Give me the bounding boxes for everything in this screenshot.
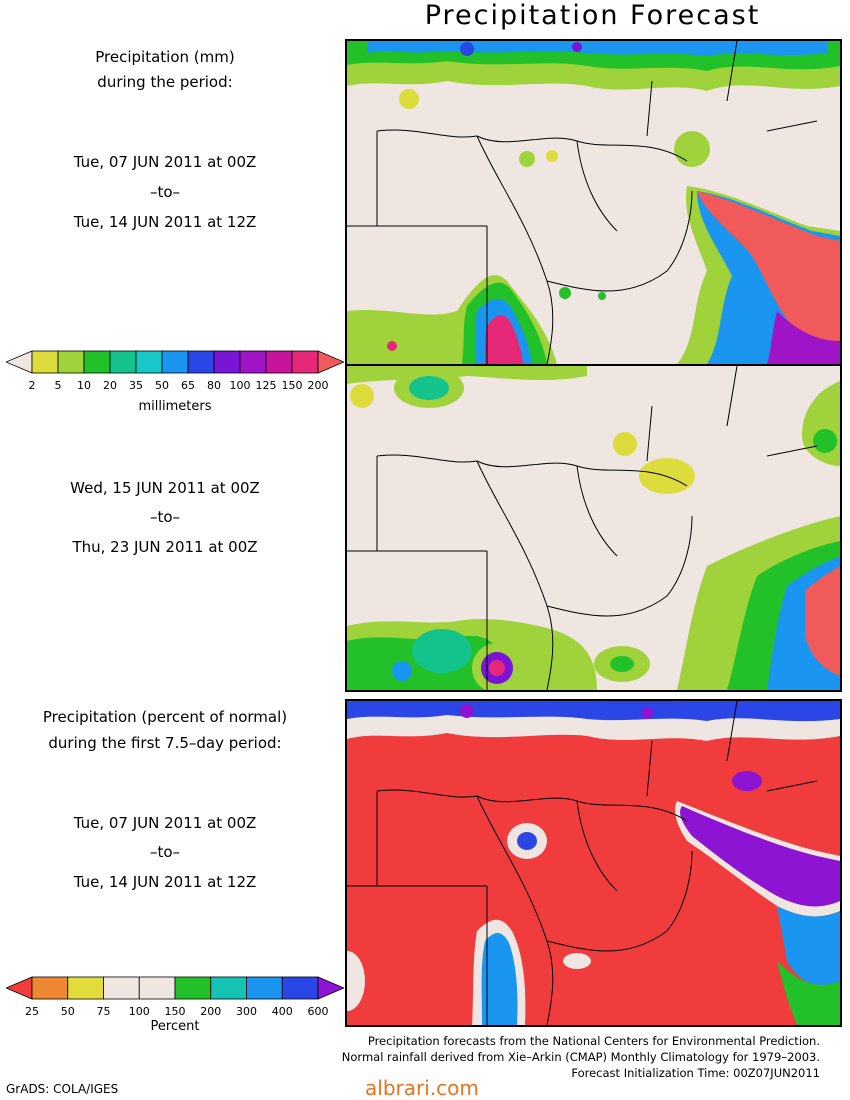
colorbar-mm: 2 5 10 20 35 50 65 80 100 125 150 200 millimeters bbox=[4, 349, 346, 414]
colorbar-percent-tick-label: 50 bbox=[60, 1005, 75, 1018]
colorbar-mm-unit: millimeters bbox=[138, 399, 212, 414]
colorbar-mm-swatch bbox=[109, 350, 137, 374]
colorbar-mm-swatch bbox=[291, 350, 319, 374]
colorbar-percent-swatch bbox=[31, 976, 69, 1000]
panel3-heading-line1: Precipitation (percent of normal) bbox=[42, 708, 288, 726]
colorbar-percent-left-arrow bbox=[4, 976, 33, 1000]
colorbar-mm-tick-label: 125 bbox=[255, 379, 277, 392]
colorbar-mm-tick-label: 20 bbox=[103, 379, 117, 392]
colorbar-percent-tick-label: 600 bbox=[307, 1005, 329, 1018]
colorbar-percent-tick-label: 150 bbox=[164, 1005, 186, 1018]
map-panel-forecast-week1 bbox=[345, 39, 842, 366]
colorbar-percent-swatch bbox=[281, 976, 319, 1000]
colorbar-mm-swatch bbox=[31, 350, 59, 374]
grads-credit: GrADS: COLA/IGES bbox=[6, 1082, 119, 1096]
colorbar-mm-swatches bbox=[4, 350, 346, 374]
colorbar-percent-tick-label: 100 bbox=[128, 1005, 150, 1018]
panel1-heading-line2: during the period: bbox=[97, 73, 233, 91]
footer-line3: Forecast Initialization Time: 00Z07JUN20… bbox=[571, 1066, 820, 1080]
colorbar-mm-tick-label: 2 bbox=[28, 379, 36, 392]
panel1-start-date: Tue, 07 JUN 2011 at 00Z bbox=[73, 153, 257, 171]
country-borders bbox=[347, 366, 818, 690]
colorbar-mm-tick-label: 80 bbox=[207, 379, 221, 392]
footer-line2: Normal rainfall derived from Xie–Arkin (… bbox=[341, 1050, 820, 1064]
country-borders bbox=[347, 701, 818, 1025]
colorbar-mm-swatch bbox=[135, 350, 163, 374]
panel2-to-label: –to– bbox=[149, 508, 181, 526]
colorbar-percent-swatch bbox=[210, 976, 247, 1000]
colorbar-percent-swatch bbox=[67, 976, 104, 1000]
colorbar-mm-swatch bbox=[239, 350, 267, 374]
precip-map-week2 bbox=[347, 366, 840, 690]
colorbar-percent-tick-label: 200 bbox=[200, 1005, 222, 1018]
colorbar-mm-tick-label: 200 bbox=[307, 379, 329, 392]
country-borders bbox=[347, 41, 818, 364]
colorbar-mm-tick-label: 5 bbox=[54, 379, 62, 392]
colorbar-percent-tick-label: 25 bbox=[25, 1005, 39, 1018]
panel2-end-date: Thu, 23 JUN 2011 at 00Z bbox=[72, 538, 258, 556]
panel1-heading-line1: Precipitation (mm) bbox=[95, 48, 235, 66]
map-panel-percent-normal bbox=[345, 699, 842, 1027]
precip-map-week1 bbox=[347, 41, 840, 364]
colorbar-mm-tick-label: 150 bbox=[281, 379, 303, 392]
colorbar-mm-tick-label: 100 bbox=[229, 379, 251, 392]
colorbar-mm-left-arrow bbox=[4, 350, 33, 374]
colorbar-mm-tick-label: 35 bbox=[129, 379, 143, 392]
colorbar-percent-tick-label: 300 bbox=[236, 1005, 257, 1018]
colorbar-percent-swatch bbox=[138, 976, 176, 1000]
precip-shading bbox=[347, 366, 840, 690]
colorbar-percent-unit: Percent bbox=[150, 1019, 200, 1034]
page-title: Precipitation Forecast bbox=[424, 0, 761, 31]
colorbar-mm-swatch bbox=[213, 350, 241, 374]
colorbar-mm-swatch bbox=[83, 350, 111, 374]
colorbar-mm-swatch bbox=[57, 350, 85, 374]
panel3-heading-line2: during the first 7.5–day period: bbox=[48, 734, 282, 752]
map-panel-forecast-week2 bbox=[345, 364, 842, 692]
footer-notes: Precipitation forecasts from the Nationa… bbox=[342, 1033, 820, 1081]
panel3-to-label: –to– bbox=[149, 843, 181, 861]
colorbar-mm-swatch bbox=[161, 350, 189, 374]
colorbar-mm-swatch bbox=[187, 350, 215, 374]
colorbar-percent-swatch bbox=[103, 976, 140, 1000]
colorbar-percent-tick-label: 75 bbox=[96, 1005, 111, 1018]
colorbar-mm-tick-label: 65 bbox=[181, 379, 195, 392]
panel3-start-date: Tue, 07 JUN 2011 at 00Z bbox=[73, 814, 257, 832]
colorbar-percent-swatches bbox=[4, 976, 346, 1000]
colorbar-percent: 25 50 75 100 150 200 300 400 600 Percent bbox=[4, 975, 346, 1034]
colorbar-percent-swatch bbox=[246, 976, 283, 1000]
colorbar-mm-tick-label: 10 bbox=[77, 379, 91, 392]
panel2-start-date: Wed, 15 JUN 2011 at 00Z bbox=[70, 479, 260, 497]
precip-shading bbox=[347, 41, 840, 364]
panel1-end-date: Tue, 14 JUN 2011 at 12Z bbox=[73, 213, 257, 231]
panel1-to-label: –to– bbox=[149, 183, 181, 201]
precip-shading bbox=[347, 701, 840, 1025]
colorbar-mm-tick-label: 50 bbox=[155, 379, 169, 392]
footer-line1: Precipitation forecasts from the Nationa… bbox=[367, 1034, 820, 1048]
percent-normal-map bbox=[347, 701, 840, 1025]
colorbar-mm-right-arrow bbox=[317, 350, 346, 374]
colorbar-percent-right-arrow bbox=[317, 976, 346, 1000]
colorbar-mm-swatch bbox=[265, 350, 293, 374]
colorbar-percent-swatch bbox=[174, 976, 212, 1000]
colorbar-percent-tick-label: 400 bbox=[271, 1005, 293, 1018]
panel3-end-date: Tue, 14 JUN 2011 at 12Z bbox=[73, 873, 257, 891]
watermark: albrari.com bbox=[365, 1076, 479, 1100]
